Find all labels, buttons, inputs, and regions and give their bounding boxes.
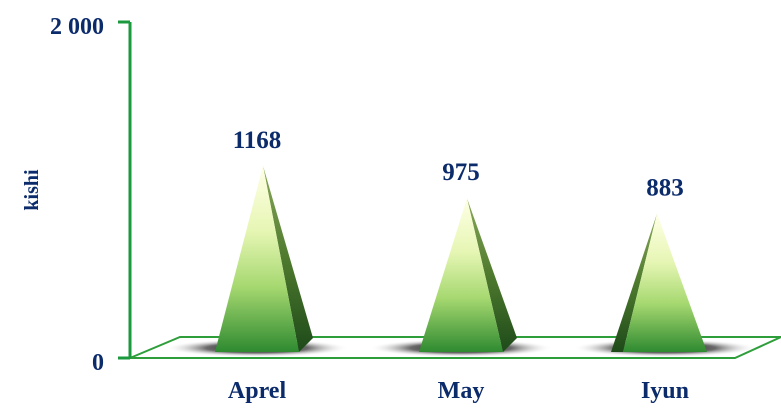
pyramid-side-face — [611, 213, 657, 352]
y-tick-label-min: 0 — [92, 350, 104, 376]
pyramid-bars — [215, 165, 707, 352]
pyramid-bar-iyun — [623, 213, 707, 352]
x-tick-label: Iyun — [641, 378, 689, 404]
x-tick-label: May — [438, 378, 485, 404]
pyramid-bar-aprel — [215, 165, 299, 352]
y-tick-label-max: 2 000 — [50, 14, 104, 40]
category-labels: Aprel May Iyun — [228, 378, 689, 404]
data-label: 975 — [442, 159, 480, 186]
pyramid-side-face — [263, 165, 313, 352]
pyramid-bar-may — [419, 198, 503, 352]
data-label: 883 — [646, 175, 684, 202]
pyramid-side-face — [467, 198, 517, 352]
y-axis-title: kishi — [21, 169, 43, 211]
x-tick-label: Aprel — [228, 378, 287, 404]
data-labels: 1168 975 883 — [233, 127, 684, 202]
data-label: 1168 — [233, 127, 282, 154]
